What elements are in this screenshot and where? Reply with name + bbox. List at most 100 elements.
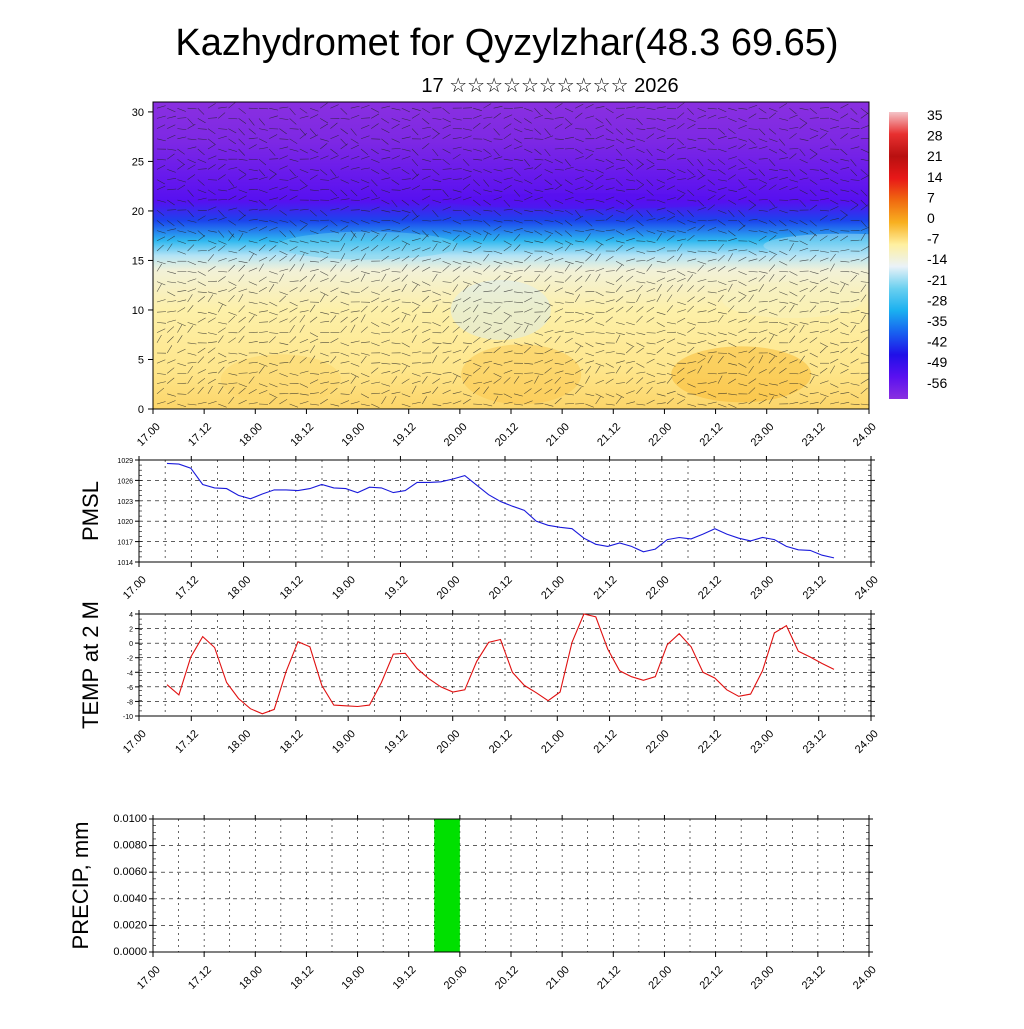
xtick-label: 20.00 [435, 574, 463, 602]
xtick-label: 23.12 [801, 574, 829, 602]
ytick-label: 2 [129, 627, 133, 634]
colorbar-tick-label: -21 [927, 272, 947, 288]
xtick-label: 19.12 [391, 964, 419, 992]
ytick-label: 0 [129, 641, 133, 648]
colorbar-tick-label: -42 [927, 334, 947, 350]
colorbar-tick-label: 0 [927, 210, 935, 226]
xtick-label: 24.00 [853, 574, 881, 602]
colorbar-tick-label: -28 [927, 292, 947, 308]
xtick-label: 18.12 [278, 728, 306, 756]
chart-title: Kazhydromet for Qyzylzhar(48.3 69.65) [175, 22, 838, 64]
colorbar-tick-label: -14 [927, 251, 947, 267]
xtick-label: 23.12 [800, 964, 828, 992]
colorbar-scale [889, 112, 908, 399]
heatmap-xtick-label: 22.12 [697, 421, 725, 449]
colorbar-tick-label: 21 [927, 148, 943, 164]
panel-ylabel: PRECIP, mm [68, 822, 93, 950]
heatmap-xtick-label: 17.12 [186, 421, 214, 449]
heatmap-xtick-label: 19.12 [391, 421, 419, 449]
xtick-label: 18.00 [225, 728, 253, 756]
precip-panel: 0.01000.00800.00600.00400.00200.000017.0… [68, 813, 879, 992]
panel-ylabel: TEMP at 2 M [78, 601, 103, 729]
heatmap-blob [461, 344, 581, 404]
chart-subtitle: 17 ☆☆☆☆☆☆☆☆☆☆ 2026 [421, 75, 678, 97]
xtick-label: 18.00 [225, 574, 253, 602]
ytick-label: 0.0100 [113, 813, 147, 825]
xtick-label: 22.12 [696, 574, 724, 602]
xtick-label: 23.00 [748, 728, 776, 756]
xtick-label: 19.12 [382, 574, 410, 602]
colorbar-tick-label: -49 [927, 354, 947, 370]
panel-ylabel: PMSL [78, 481, 103, 541]
heatmap-ytick-label: 15 [132, 255, 144, 267]
xtick-label: 18.00 [237, 964, 265, 992]
panel-frame [139, 614, 871, 716]
ytick-label: 0.0020 [113, 919, 147, 931]
ytick-label: 1020 [117, 519, 133, 526]
xtick-label: 17.00 [135, 964, 163, 992]
xtick-label: 18.12 [288, 964, 316, 992]
xtick-label: 20.00 [435, 728, 463, 756]
ytick-label: 0.0060 [113, 866, 147, 878]
ytick-label: -2 [127, 656, 133, 663]
colorbar-tick-label: 7 [927, 189, 935, 205]
xtick-label: 19.00 [339, 964, 367, 992]
xtick-label: 21.00 [539, 728, 567, 756]
xtick-label: 17.00 [121, 574, 149, 602]
heatmap-xtick-label: 23.00 [749, 421, 777, 449]
xtick-label: 22.00 [644, 728, 672, 756]
xtick-label: 17.00 [121, 728, 149, 756]
ytick-label: 0.0040 [113, 893, 147, 905]
heatmap-xtick-label: 18.00 [237, 421, 265, 449]
ytick-label: -6 [127, 685, 133, 692]
heatmap-ytick-label: 0 [138, 404, 144, 416]
ytick-label: -10 [123, 714, 133, 721]
ytick-label: 4 [129, 612, 133, 619]
heatmap-xtick-label: 23.12 [800, 421, 828, 449]
ytick-label: -4 [127, 670, 133, 677]
xtick-label: 22.00 [644, 574, 672, 602]
xtick-label: 19.00 [330, 574, 358, 602]
ytick-label: 1026 [117, 478, 133, 485]
pmsl-line [167, 463, 834, 558]
heatmap-ytick-label: 30 [132, 107, 144, 119]
xtick-label: 19.00 [330, 728, 358, 756]
xtick-label: 18.12 [278, 574, 306, 602]
ytick-label: 1014 [117, 560, 133, 567]
heatmap-ytick-label: 25 [132, 156, 144, 168]
heatmap-blob [448, 193, 728, 209]
heatmap-xtick-label: 20.12 [493, 421, 521, 449]
xtick-label: 20.12 [487, 574, 515, 602]
xtick-label: 20.00 [442, 964, 470, 992]
xtick-label: 23.00 [749, 964, 777, 992]
xtick-label: 20.12 [493, 964, 521, 992]
colorbar-tick-label: 35 [927, 107, 943, 123]
xtick-label: 22.12 [696, 728, 724, 756]
ytick-label: 0.0080 [113, 840, 147, 852]
colorbar-tick-label: -7 [927, 231, 940, 247]
xtick-label: 21.12 [591, 574, 619, 602]
heatmap-blob [221, 354, 341, 404]
xtick-label: 23.00 [748, 574, 776, 602]
heatmap-blob [278, 232, 458, 260]
temp-line [167, 614, 834, 714]
heatmap-xtick-label: 21.00 [544, 421, 572, 449]
heatmap-blob [722, 282, 862, 318]
xtick-label: 24.00 [853, 728, 881, 756]
heatmap-xtick-label: 21.12 [595, 421, 623, 449]
colorbar-tick-label: -35 [927, 313, 947, 329]
xtick-label: 21.12 [595, 964, 623, 992]
xtick-label: 17.12 [173, 728, 201, 756]
ytick-label: -8 [127, 699, 133, 706]
colorbar-tick-label: -56 [927, 375, 947, 391]
xtick-label: 23.12 [801, 728, 829, 756]
ytick-label: 1029 [117, 458, 133, 465]
heatmap-ytick-label: 10 [132, 305, 144, 317]
xtick-label: 22.00 [646, 964, 674, 992]
ytick-label: 1023 [117, 499, 133, 506]
